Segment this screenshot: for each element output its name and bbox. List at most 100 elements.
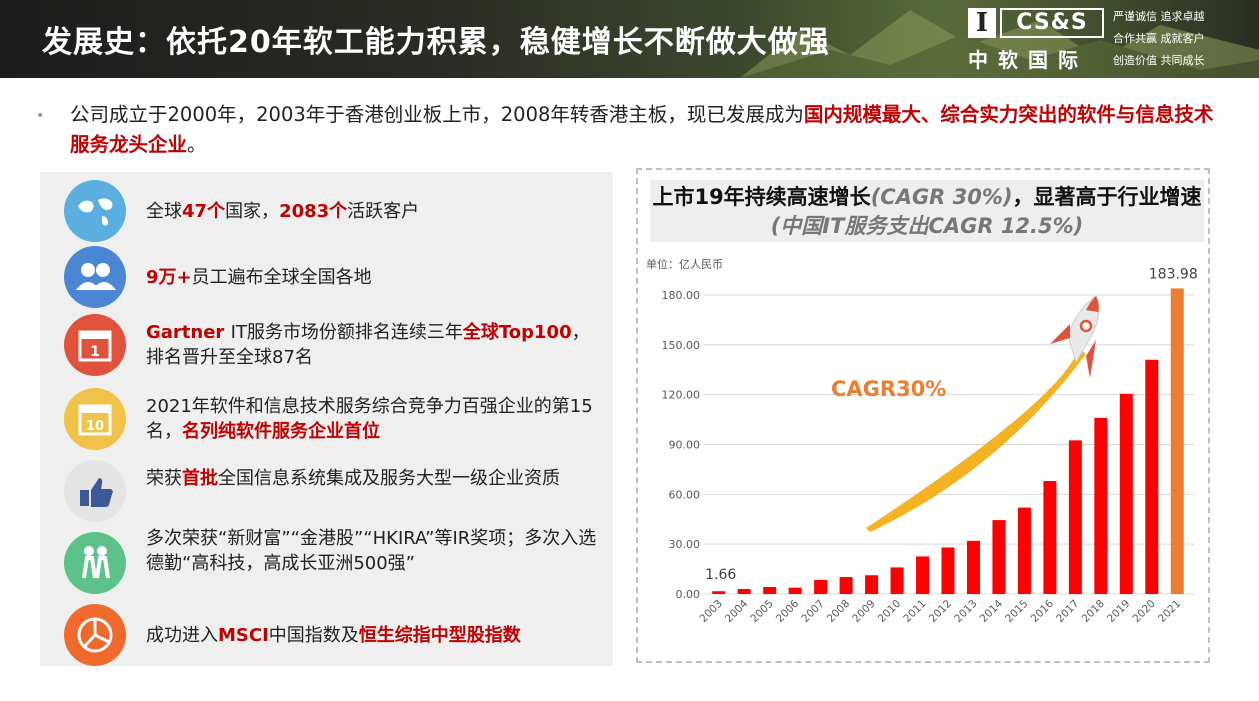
logo-mark: I: [968, 8, 996, 38]
intro-paragraph: 公司成立于2000年，2003年于香港创业板上市，2008年转香港主板，现已发展…: [70, 100, 1220, 160]
highlight-emphasis: 全球Top100: [462, 322, 572, 343]
highlight-emphasis: 47个: [182, 200, 226, 222]
intro-highlight: 国内规模最大、综合实力突出的软件与信息技术服务龙头企业: [70, 103, 1214, 156]
highlight-plain: 成功进入: [146, 624, 218, 646]
svg-text:1: 1: [90, 344, 100, 360]
y-tick-label: 90.00: [669, 439, 701, 452]
x-tick-label: 2019: [1105, 598, 1132, 625]
x-tick-label: 2003: [697, 598, 724, 625]
highlight-item: 全球47个国家，2083个活跃客户: [40, 180, 613, 248]
logo-css: CS&S: [1000, 8, 1104, 38]
motto-line: 严谨诚信 追求卓越: [1113, 10, 1205, 23]
x-tick-label: 2017: [1054, 598, 1081, 625]
highlight-item: 1 Gartner IT服务市场份额排名连续三年全球Top100，排名晋升至全球8…: [40, 314, 613, 382]
highlight-item: 荣获首批全国信息系统集成及服务大型一级企业资质: [40, 460, 613, 528]
highlight-text: 多次荣获“新财富”“金港股”“HKIRA”等IR奖项；多次入选德勤“高科技，高成…: [146, 526, 606, 576]
highlight-item: 10 2021年软件和信息技术服务综合竞争力百强企业的第15名，名列纯软件服务企业…: [40, 388, 613, 456]
highlight-text: 荣获首批全国信息系统集成及服务大型一级企业资质: [146, 466, 606, 491]
growth-arrow: [866, 349, 1086, 532]
x-tick-label: 2007: [799, 598, 826, 625]
highlight-emphasis: 恒生综指中型股指数: [358, 624, 521, 646]
highlight-plain: 多次荣获“新财富”“金港股”“HKIRA”等IR奖项；多次入选德勤“高科技，高成…: [146, 527, 597, 574]
motto-line: 创造价值 共同成长: [1113, 54, 1205, 67]
motto-line: 合作共赢 成就客户: [1113, 32, 1205, 45]
highlight-text: 成功进入MSCI中国指数及恒生综指中型股指数: [146, 623, 606, 648]
rocket-window-icon: [1079, 319, 1093, 333]
bar: [1068, 440, 1082, 594]
highlight-emphasis: 9万+: [146, 266, 192, 288]
data-label: 183.98: [1149, 266, 1198, 282]
highlight-emphasis: MSCI: [218, 624, 269, 646]
bar: [1145, 359, 1159, 594]
pie-target-icon: [64, 604, 126, 666]
bar: [788, 587, 802, 594]
y-tick-label: 120.00: [662, 389, 701, 402]
highlight-emphasis: 名列纯软件服务企业首位: [182, 421, 380, 442]
y-tick-label: 150.00: [662, 339, 701, 352]
chart-title: 上市19年持续高速增长(CAGR 30%)，显著高于行业增速 (中国IT服务支出C…: [650, 180, 1204, 241]
data-label: 1.66: [705, 567, 736, 583]
highlight-text: 2021年软件和信息技术服务综合竞争力百强企业的第15名，名列纯软件服务企业首位: [146, 394, 606, 444]
x-tick-label: 2012: [927, 598, 954, 625]
svg-text:10: 10: [86, 419, 104, 434]
chart-title-italic: (中国IT服务支出CAGR 12.5%): [770, 214, 1084, 238]
bar: [1170, 288, 1184, 594]
chart-title-part: ，显著高于行业增速: [1012, 185, 1202, 209]
x-tick-label: 2013: [952, 598, 979, 625]
highlight-plain: 荣获: [146, 468, 182, 489]
x-tick-label: 2005: [748, 598, 775, 625]
y-tick-label: 60.00: [669, 488, 701, 501]
bar: [941, 547, 955, 594]
y-tick-label: 30.00: [669, 538, 701, 551]
highlight-plain: 全国信息系统集成及服务大型一级企业资质: [218, 468, 560, 489]
highlight-emphasis: Gartner: [146, 322, 231, 343]
bar: [737, 589, 751, 594]
intro-text: 公司成立于2000年，2003年于香港创业板上市，2008年转香港主板，现已发展…: [70, 103, 804, 126]
people-icon: [64, 246, 126, 308]
calendar-1-icon: 1: [64, 314, 126, 376]
x-tick-label: 2014: [978, 597, 1006, 625]
highlight-plain: 员工遍布全球全国各地: [191, 266, 372, 288]
rocket-fin-icon: [1086, 340, 1096, 378]
highlight-emphasis: 首批: [182, 468, 218, 489]
globe-map-icon: [64, 180, 126, 242]
highlight-item: 多次荣获“新财富”“金港股”“HKIRA”等IR奖项；多次入选德勤“高科技，高成…: [40, 528, 613, 600]
bar: [865, 575, 879, 594]
highlight-plain: ，排名晋升至全球87名: [146, 322, 590, 368]
rocket-nose-icon: [1086, 296, 1099, 312]
page-title: 发展史：依托20年软工能力积累，稳健增长不断做大做强: [42, 25, 830, 60]
highlight-text: 全球47个国家，2083个活跃客户: [146, 199, 606, 224]
x-tick-label: 2006: [774, 597, 802, 625]
bar: [1094, 417, 1108, 594]
x-tick-label: 2011: [901, 598, 928, 625]
highlight-text: 9万+员工遍布全球全国各地: [146, 265, 606, 290]
x-tick-label: 2009: [850, 598, 877, 625]
logo-chinese-name: 中软国际: [968, 48, 1088, 72]
x-tick-label: 2018: [1080, 598, 1107, 625]
x-tick-label: 2008: [825, 598, 852, 625]
revenue-chart-card: 上市19年持续高速增长(CAGR 30%)，显著高于行业增速 (中国IT服务支出C…: [636, 168, 1210, 663]
company-logo: I CS&S 中软国际: [968, 8, 1106, 72]
bullet-dot: •: [36, 108, 45, 124]
calendar-10-icon: 10: [64, 388, 126, 450]
highlight-plain: 全球: [146, 200, 182, 222]
bar: [1017, 507, 1031, 594]
highlight-plain: 2021年软件和信息技术服务综合竞争力百强企业的第15名，: [146, 396, 593, 442]
bar: [916, 556, 930, 594]
intro-end: 。: [187, 133, 207, 156]
header-banner: 发展史：依托20年软工能力积累，稳健增长不断做大做强 I CS&S 中软国际 严…: [0, 0, 1259, 78]
x-tick-label: 2021: [1156, 598, 1183, 625]
bar: [1043, 481, 1057, 594]
revenue-bar-chart: 单位：亿人民币 0.00 30.00 60.00 90.00 120.00 150.00 18…: [646, 257, 1198, 625]
x-tick-label: 2004: [723, 597, 751, 625]
thumbs-up-icon: [64, 460, 126, 522]
chart-title-background: [650, 180, 1204, 242]
bar: [1119, 393, 1133, 594]
highlight-plain: 国家，: [225, 200, 280, 222]
bar: [839, 577, 853, 594]
cagr-annotation: CAGR30%: [831, 377, 946, 401]
highlight-plain: IT服务市场份额排名连续三年: [230, 322, 463, 343]
mountain-backdrop: [740, 10, 1259, 78]
company-motto: 严谨诚信 追求卓越 合作共赢 成就客户 创造价值 共同成长: [1113, 6, 1253, 72]
bar: [712, 591, 726, 594]
